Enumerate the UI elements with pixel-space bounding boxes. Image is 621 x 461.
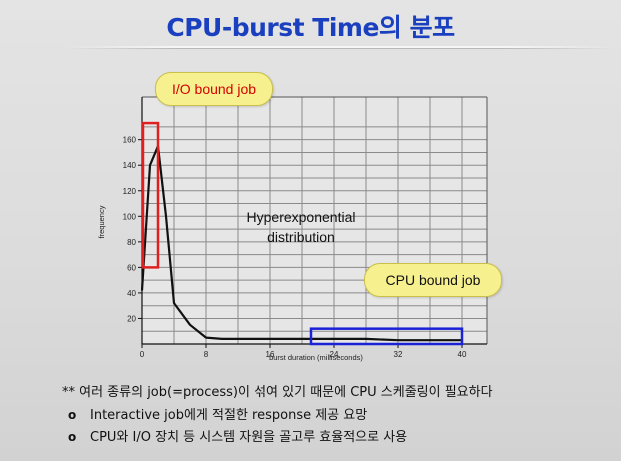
x-axis-label: burst duration (milliseconds) — [269, 353, 363, 362]
frequency-curve — [140, 145, 462, 342]
y-tick-label: 140 — [123, 161, 137, 170]
center-annotation-line2: distribution — [267, 229, 335, 245]
y-tick-label: 80 — [127, 238, 136, 247]
x-tick-label: 32 — [394, 350, 403, 359]
grid-lines — [142, 97, 487, 344]
note-line-1: ** 여러 종류의 job(=process)이 섞여 있기 때문에 CPU 스… — [62, 385, 493, 400]
y-tick-label: 60 — [127, 263, 136, 272]
cpu-bound-highlight-box — [309, 327, 464, 346]
y-tick-label: 120 — [123, 187, 137, 196]
bullet-icon: o — [68, 430, 77, 444]
io-bound-callout: I/O bound job — [155, 72, 273, 106]
cpu-bound-callout: CPU bound job — [364, 263, 502, 297]
note-line-2: o Interactive job에게 적절한 response 제공 요망 — [62, 404, 617, 426]
tick-labels: 0 8 16 24 32 40 20 40 60 80 100 120 140 160 — [123, 136, 467, 359]
highlight-boxes — [141, 121, 464, 346]
io-bound-highlight-box — [141, 121, 160, 269]
y-tick-label: 160 — [123, 136, 137, 145]
y-axis-label: frequency — [97, 205, 106, 238]
x-tick-label: 8 — [204, 350, 209, 359]
y-tick-label: 40 — [127, 289, 136, 298]
note-line-3: o CPU와 I/O 장치 등 시스템 자원을 골고루 효율적으로 사용 — [62, 426, 617, 448]
title-divider-shadow — [68, 48, 613, 49]
note-text-3: CPU와 I/O 장치 등 시스템 자원을 골고루 효율적으로 사용 — [90, 430, 408, 445]
series-layer — [140, 145, 462, 342]
note-text-2: Interactive job에게 적절한 response 제공 요망 — [90, 408, 368, 423]
x-tick-label: 40 — [458, 350, 467, 359]
x-tick-label: 16 — [266, 350, 275, 359]
notes: ** 여러 종류의 job(=process)이 섞여 있기 때문에 CPU 스… — [62, 382, 617, 448]
center-annotation-line1: Hyperexponential — [247, 209, 356, 225]
y-tick-label: 100 — [123, 212, 137, 221]
x-tick-label: 0 — [140, 350, 145, 359]
title-divider — [68, 46, 613, 48]
y-tick-label: 20 — [127, 314, 136, 323]
bullet-icon: o — [68, 408, 77, 422]
x-tick-label: 24 — [330, 350, 339, 359]
page-title: CPU-burst Time의 분포 — [166, 13, 455, 42]
